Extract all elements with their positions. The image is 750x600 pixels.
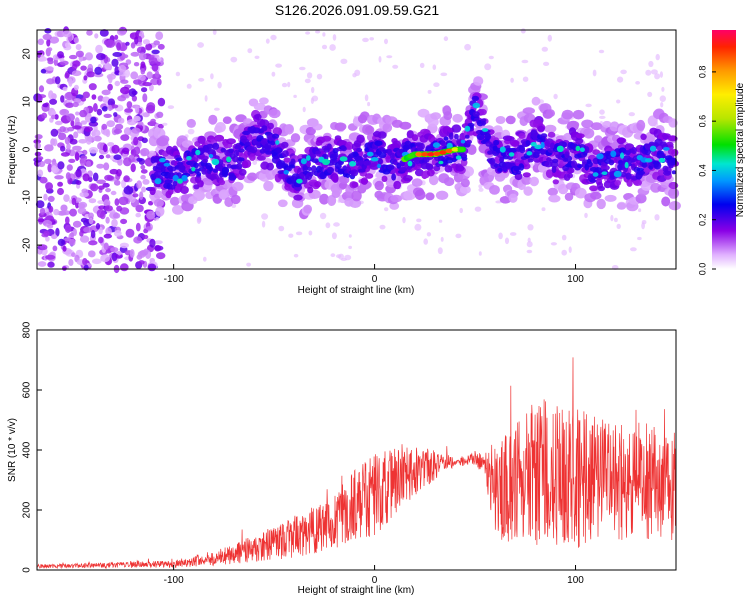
y-tick-label: -10 [22,190,33,205]
y-tick-label: 0 [22,567,33,573]
snr-panel: -100 0 100 0 200 400 600 800 Height of straigh… [7,321,677,596]
y-tick-label: 600 [22,381,33,398]
spectrogram-y-ticks: -20 -10 0 10 20 [22,48,42,252]
colorbar-tick-label: 0.8 [697,66,707,79]
snr-y-ticks: 0 200 400 600 800 [22,321,42,573]
x-tick-label: -100 [164,575,184,586]
y-tick-label: 800 [22,321,33,338]
colorbar-tick-label: 0.0 [697,263,707,276]
x-tick-label: 0 [372,274,378,285]
colorbar: 0.0 0.2 0.4 0.6 0.8 Normalized spectral ampl… [697,30,746,275]
snr-series-line [36,357,677,570]
spectrogram-x-ticks: -100 0 100 [164,264,584,285]
colorbar-ticks: 0.0 0.2 0.4 0.6 0.8 [697,66,716,276]
x-tick-label: 100 [567,575,584,586]
figure-title: S126.2026.091.09.59.G21 [275,2,439,18]
y-tick-label: 20 [22,48,33,60]
x-tick-label: 100 [567,274,584,285]
y-tick-label: 0 [22,146,33,152]
spectrogram-ridge [148,76,681,220]
snr-y-label: SNR (10 * v/v) [7,418,18,482]
spectrogram-x-label: Height of straight line (km) [298,285,415,296]
colorbar-tick-label: 0.6 [697,115,707,128]
colorbar-tick-label: 0.2 [697,213,707,226]
y-tick-label: -20 [22,237,33,252]
x-tick-label: -100 [164,274,184,285]
y-tick-label: 200 [22,501,33,518]
x-tick-label: 0 [372,575,378,586]
colorbar-scale [712,30,736,269]
spectrogram-y-label: Frequency (Hz) [7,116,18,185]
snr-x-label: Height of straight line (km) [298,585,415,596]
y-tick-label: 10 [22,96,33,108]
snr-x-ticks: -100 0 100 [164,565,584,586]
colorbar-tick-label: 0.4 [697,164,707,177]
colorbar-label: Normalized spectral amplitude [735,82,746,217]
y-tick-label: 400 [22,441,33,458]
